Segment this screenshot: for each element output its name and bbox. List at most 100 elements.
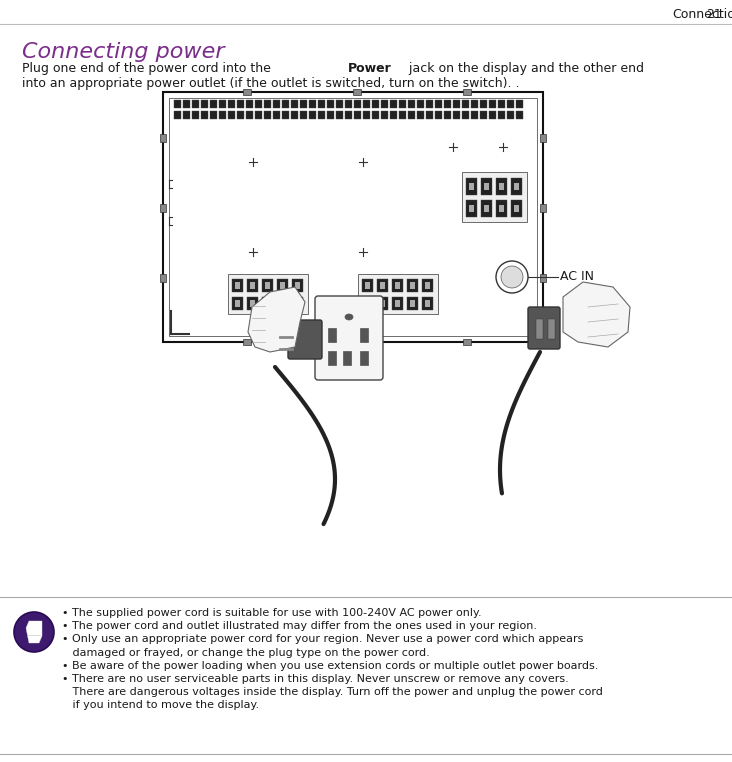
Text: There are dangerous voltages inside the display. Turn off the power and unplug t: There are dangerous voltages inside the …: [62, 687, 603, 697]
Bar: [514, 183, 519, 190]
Bar: [481, 178, 492, 195]
Bar: [444, 100, 451, 108]
Bar: [343, 351, 351, 365]
Bar: [160, 204, 166, 212]
Bar: [255, 100, 262, 108]
Bar: [262, 279, 273, 292]
Bar: [407, 297, 418, 310]
Bar: [243, 339, 251, 345]
Bar: [360, 328, 368, 342]
Bar: [174, 111, 181, 119]
Bar: [516, 100, 523, 108]
Text: Connecting power: Connecting power: [22, 42, 225, 62]
Bar: [228, 100, 235, 108]
Bar: [471, 111, 478, 119]
FancyBboxPatch shape: [315, 296, 383, 380]
Bar: [480, 111, 487, 119]
Bar: [489, 111, 496, 119]
Polygon shape: [26, 621, 42, 643]
Bar: [453, 100, 460, 108]
Text: into an appropriate power outlet (if the outlet is switched, turn on the switch): into an appropriate power outlet (if the…: [22, 77, 520, 90]
Text: damaged or frayed, or change the plug type on the power cord.: damaged or frayed, or change the plug ty…: [62, 648, 430, 658]
Bar: [295, 282, 300, 289]
Circle shape: [14, 612, 54, 652]
Bar: [498, 111, 505, 119]
Bar: [183, 111, 190, 119]
Text: • The supplied power cord is suitable for use with 100-240V AC power only.: • The supplied power cord is suitable fo…: [62, 608, 482, 618]
Bar: [469, 205, 474, 212]
Bar: [390, 100, 397, 108]
Bar: [232, 297, 243, 310]
Bar: [232, 279, 243, 292]
Bar: [444, 111, 451, 119]
Bar: [246, 111, 253, 119]
Bar: [169, 98, 537, 336]
Bar: [362, 297, 373, 310]
FancyBboxPatch shape: [528, 307, 560, 349]
Bar: [235, 300, 240, 307]
Bar: [174, 100, 181, 108]
Bar: [336, 100, 343, 108]
Bar: [380, 300, 385, 307]
Bar: [410, 300, 415, 307]
Bar: [390, 111, 397, 119]
Bar: [228, 274, 308, 314]
Bar: [201, 111, 208, 119]
Bar: [309, 111, 316, 119]
Bar: [265, 282, 270, 289]
Text: Power: Power: [348, 62, 392, 75]
Bar: [372, 100, 379, 108]
Bar: [453, 111, 460, 119]
Bar: [318, 100, 325, 108]
Bar: [363, 111, 370, 119]
Bar: [392, 279, 403, 292]
Bar: [292, 297, 303, 310]
Bar: [511, 200, 522, 217]
Text: • There are no user serviceable parts in this display. Never unscrew or remove a: • There are no user serviceable parts in…: [62, 674, 569, 684]
Bar: [514, 205, 519, 212]
Text: • The power cord and outlet illustrated may differ from the ones used in your re: • The power cord and outlet illustrated …: [62, 621, 537, 631]
Bar: [399, 111, 406, 119]
Bar: [435, 100, 442, 108]
Bar: [265, 300, 270, 307]
Bar: [408, 100, 415, 108]
Bar: [481, 200, 492, 217]
Bar: [484, 205, 489, 212]
Bar: [192, 111, 199, 119]
Bar: [327, 100, 334, 108]
Bar: [395, 282, 400, 289]
Polygon shape: [248, 287, 305, 352]
Bar: [210, 100, 217, 108]
Bar: [422, 297, 433, 310]
Bar: [277, 297, 288, 310]
Bar: [489, 100, 496, 108]
Bar: [300, 111, 307, 119]
Bar: [219, 100, 226, 108]
Text: Connection: Connection: [672, 8, 732, 21]
Circle shape: [501, 266, 523, 288]
Bar: [264, 111, 271, 119]
Bar: [410, 282, 415, 289]
Bar: [499, 205, 504, 212]
Bar: [399, 100, 406, 108]
Bar: [360, 351, 368, 365]
Bar: [480, 100, 487, 108]
Bar: [484, 183, 489, 190]
Bar: [354, 100, 361, 108]
Bar: [255, 111, 262, 119]
Bar: [422, 279, 433, 292]
Bar: [309, 100, 316, 108]
Bar: [380, 282, 385, 289]
Bar: [496, 200, 507, 217]
Bar: [363, 100, 370, 108]
Bar: [507, 100, 514, 108]
Bar: [163, 92, 543, 342]
Ellipse shape: [345, 314, 353, 320]
Bar: [407, 279, 418, 292]
Bar: [540, 134, 546, 142]
Bar: [426, 111, 433, 119]
Bar: [426, 100, 433, 108]
Bar: [160, 134, 166, 142]
Bar: [381, 100, 388, 108]
Bar: [417, 111, 424, 119]
